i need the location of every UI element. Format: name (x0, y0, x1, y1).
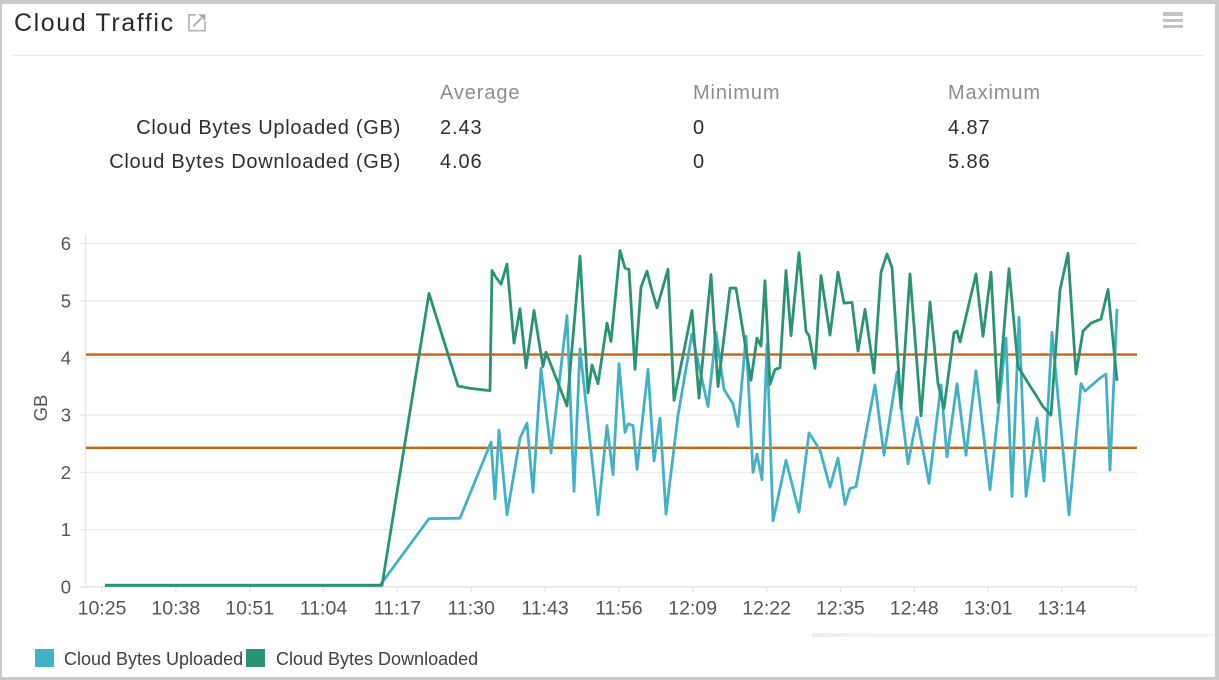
svg-text:11:56: 11:56 (595, 598, 642, 620)
svg-text:12:22: 12:22 (742, 598, 791, 620)
svg-text:10:51: 10:51 (225, 598, 274, 620)
svg-text:10:38: 10:38 (151, 598, 200, 620)
svg-text:3: 3 (61, 405, 71, 426)
svg-text:0: 0 (61, 576, 71, 597)
svg-text:1: 1 (61, 519, 71, 540)
svg-text:12:48: 12:48 (890, 598, 939, 620)
svg-text:6: 6 (61, 233, 71, 254)
svg-text:2: 2 (61, 462, 71, 483)
svg-text:11:04: 11:04 (300, 598, 348, 620)
svg-text:5: 5 (61, 290, 71, 311)
svg-text:12:09: 12:09 (668, 598, 717, 620)
svg-text:GB: GB (30, 395, 51, 422)
svg-text:4: 4 (61, 348, 71, 369)
svg-text:12:35: 12:35 (816, 598, 865, 620)
svg-text:10:25: 10:25 (78, 598, 127, 620)
svg-text:13:01: 13:01 (964, 598, 1013, 620)
svg-text:11:30: 11:30 (448, 598, 496, 620)
svg-text:11:43: 11:43 (521, 598, 568, 620)
svg-text:11:17: 11:17 (374, 598, 421, 620)
svg-text:13:14: 13:14 (1037, 598, 1086, 620)
